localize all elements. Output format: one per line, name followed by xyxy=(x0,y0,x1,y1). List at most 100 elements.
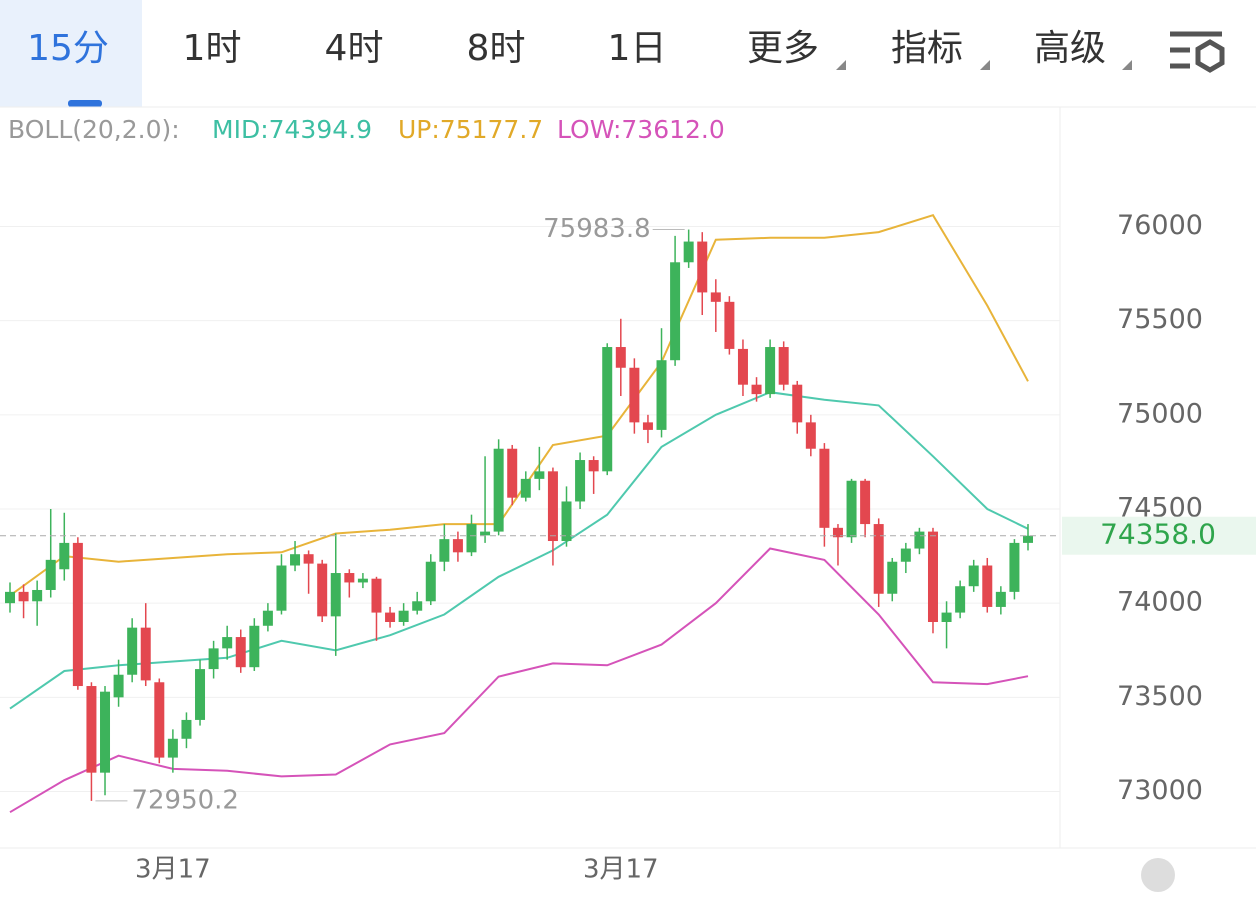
candle-body xyxy=(127,627,138,675)
icon-hex xyxy=(1195,39,1225,73)
candle-body xyxy=(100,691,111,773)
candle-body xyxy=(873,524,884,594)
candle-body xyxy=(507,448,518,498)
candle-body xyxy=(357,578,368,583)
tab-indicator xyxy=(68,100,102,107)
candle-body xyxy=(656,360,667,430)
candle-body xyxy=(398,610,409,622)
tab[interactable]: 15分 xyxy=(27,28,109,69)
candle-body xyxy=(615,347,626,368)
candle-body xyxy=(276,565,287,611)
candle-body xyxy=(1009,542,1020,592)
y-tick-label: 73000 xyxy=(1117,775,1203,806)
tab[interactable]: 4时 xyxy=(325,28,384,69)
tab-selected-bg xyxy=(0,0,142,107)
candle-body xyxy=(86,686,97,773)
indicator-name: BOLL(20,2.0): xyxy=(8,115,180,144)
candle-body xyxy=(18,591,29,602)
tab[interactable]: 更多 xyxy=(747,28,819,69)
candle-body xyxy=(262,610,273,626)
candle-body xyxy=(385,612,396,622)
candle-body xyxy=(900,548,911,562)
candle-body xyxy=(249,625,260,668)
y-tick-label: 75000 xyxy=(1117,398,1203,429)
x-tick-label: 3月17 xyxy=(583,855,659,885)
candle-body xyxy=(547,471,558,542)
candle-body xyxy=(697,241,708,293)
candle-body xyxy=(927,531,938,622)
candle-body xyxy=(344,573,355,583)
candle-body xyxy=(968,565,979,587)
band-line xyxy=(9,391,1029,710)
y-tick-label: 75500 xyxy=(1117,304,1203,335)
y-tick-label: 74000 xyxy=(1117,587,1203,618)
scroll-end-button[interactable] xyxy=(1141,858,1175,892)
y-tick-label: 76000 xyxy=(1117,210,1203,241)
tab[interactable]: 高级 xyxy=(1034,28,1106,69)
candle-body xyxy=(72,542,83,687)
x-tick-label: 3月17 xyxy=(135,855,211,885)
candle-body xyxy=(1023,535,1033,543)
candle-body xyxy=(412,601,423,611)
settings-icon[interactable] xyxy=(1170,31,1225,73)
candle-body xyxy=(167,738,178,758)
candle-body xyxy=(317,563,328,617)
candle-body xyxy=(710,292,721,302)
candle-body xyxy=(642,422,653,430)
y-tick-label: 73500 xyxy=(1117,681,1203,712)
candle-body xyxy=(629,367,640,423)
candle-body xyxy=(751,384,762,395)
candle-body xyxy=(154,682,165,758)
candle-body xyxy=(208,648,219,670)
candle-body xyxy=(425,561,436,602)
candle-body xyxy=(480,531,491,536)
candle-body xyxy=(493,448,504,532)
indicator-mid: MID:74394.9 xyxy=(212,115,372,144)
candle-body xyxy=(561,501,572,542)
candle-body xyxy=(995,591,1006,607)
candle-body xyxy=(290,554,301,566)
candle-body xyxy=(832,527,843,538)
candle-body xyxy=(181,719,192,739)
last-price-label: 74358.0 xyxy=(1100,518,1216,551)
high-label: 75983.8 xyxy=(543,214,651,244)
candle-body xyxy=(860,480,871,525)
candle-body xyxy=(765,347,776,395)
candle-body xyxy=(32,589,43,602)
last-price-tag xyxy=(1062,516,1256,555)
candle-body xyxy=(113,674,124,698)
candle-body xyxy=(819,448,830,528)
candle-body xyxy=(195,669,206,720)
candle-body xyxy=(439,539,450,562)
candle-body xyxy=(588,460,599,472)
candle-body xyxy=(235,637,246,668)
tab[interactable]: 指标 xyxy=(891,28,963,69)
candle-body xyxy=(724,301,735,349)
candle-body xyxy=(222,637,233,649)
candle-body xyxy=(466,524,477,553)
candle-body xyxy=(534,471,545,479)
candle-body xyxy=(371,578,382,613)
candle-body xyxy=(45,559,56,590)
indicator-low: LOW:73612.0 xyxy=(557,115,725,144)
candle-body xyxy=(520,478,531,498)
candle-body xyxy=(575,460,586,502)
candle-body xyxy=(140,627,151,681)
indicator-up: UP:75177.7 xyxy=(398,115,543,144)
candle-body xyxy=(59,542,70,570)
candle-body xyxy=(941,612,952,622)
candle-body xyxy=(452,539,463,553)
candle-body xyxy=(982,565,993,607)
candle-body xyxy=(955,586,966,613)
tab[interactable]: 1日 xyxy=(608,28,667,69)
tab[interactable]: 1时 xyxy=(183,28,242,69)
candle-body xyxy=(670,262,681,361)
low-label: 72950.2 xyxy=(131,785,239,815)
candle-body xyxy=(846,480,857,538)
candle-body xyxy=(737,348,748,385)
candle-body xyxy=(805,422,816,449)
tab[interactable]: 8时 xyxy=(467,28,526,69)
dropdown-arrows xyxy=(836,60,1132,70)
